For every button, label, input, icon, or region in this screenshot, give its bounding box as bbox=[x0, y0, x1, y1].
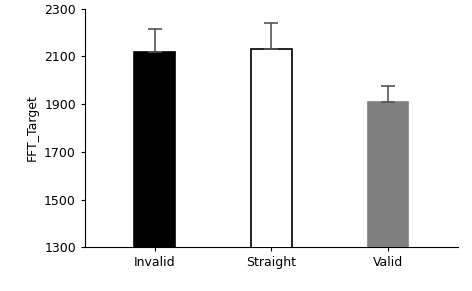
Y-axis label: FFT_Target: FFT_Target bbox=[25, 95, 39, 162]
Bar bbox=[251, 49, 292, 291]
Bar bbox=[368, 102, 408, 291]
Bar bbox=[135, 52, 175, 291]
